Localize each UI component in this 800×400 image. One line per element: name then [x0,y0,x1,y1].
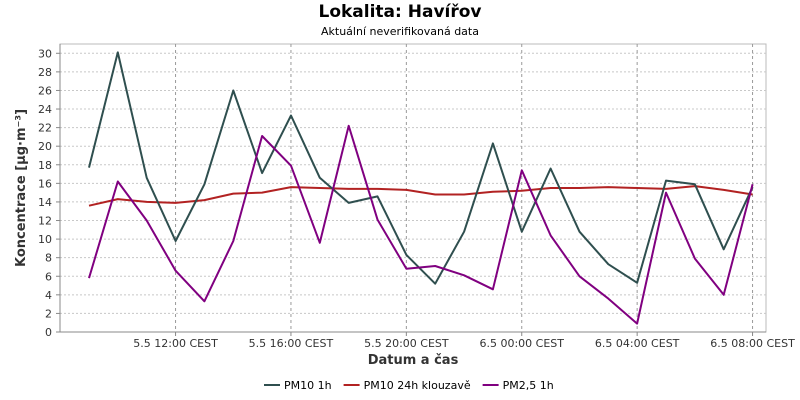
x-axis-label: Datum a čas [368,353,459,368]
y-tick-label: 20 [38,140,52,153]
y-axis-label: Koncentrace [µg·m⁻³] [14,109,29,267]
legend-label: PM2,5 1h [503,379,554,392]
chart-subtitle: Aktuální neverifikovaná data [321,25,479,38]
y-tick-label: 10 [38,233,52,246]
legend-label: PM10 1h [284,379,332,392]
x-tick-label: 6.5 08:00 CEST [710,337,795,350]
series-line-1 [88,185,753,207]
series-line-0 [88,51,754,285]
y-tick-label: 2 [45,307,52,320]
y-tick-label: 26 [38,84,52,97]
y-tick-label: 14 [38,196,52,209]
y-tick-label: 6 [45,270,52,283]
y-tick-label: 16 [38,177,52,190]
y-tick-label: 0 [45,326,52,339]
x-axis-ticks: 5.5 12:00 CEST 5.5 16:00 CEST 5.5 20:00 CE… [133,332,795,350]
y-tick-label: 22 [38,122,52,135]
x-tick-label: 6.5 00:00 CEST [479,337,564,350]
x-tick-label: 5.5 20:00 CEST [364,337,449,350]
y-tick-label: 18 [38,159,52,172]
horizontal-gridlines [60,52,766,314]
y-tick-label: 8 [45,252,52,265]
series-line-2 [88,124,754,325]
y-tick-label: 30 [38,47,52,60]
legend: PM10 1h PM10 24h klouzavě PM2,5 1h [264,379,554,392]
legend-label: PM10 24h klouzavě [364,379,471,392]
x-tick-label: 5.5 12:00 CEST [133,337,218,350]
x-tick-label: 6.5 04:00 CEST [595,337,680,350]
y-tick-label: 28 [38,66,52,79]
y-tick-label: 4 [45,289,52,302]
series-lines [88,51,754,325]
chart-title: Lokalita: Havířov [318,2,481,22]
y-tick-label: 24 [38,103,52,116]
y-tick-label: 12 [38,215,52,228]
x-tick-label: 5.5 16:00 CEST [249,337,334,350]
